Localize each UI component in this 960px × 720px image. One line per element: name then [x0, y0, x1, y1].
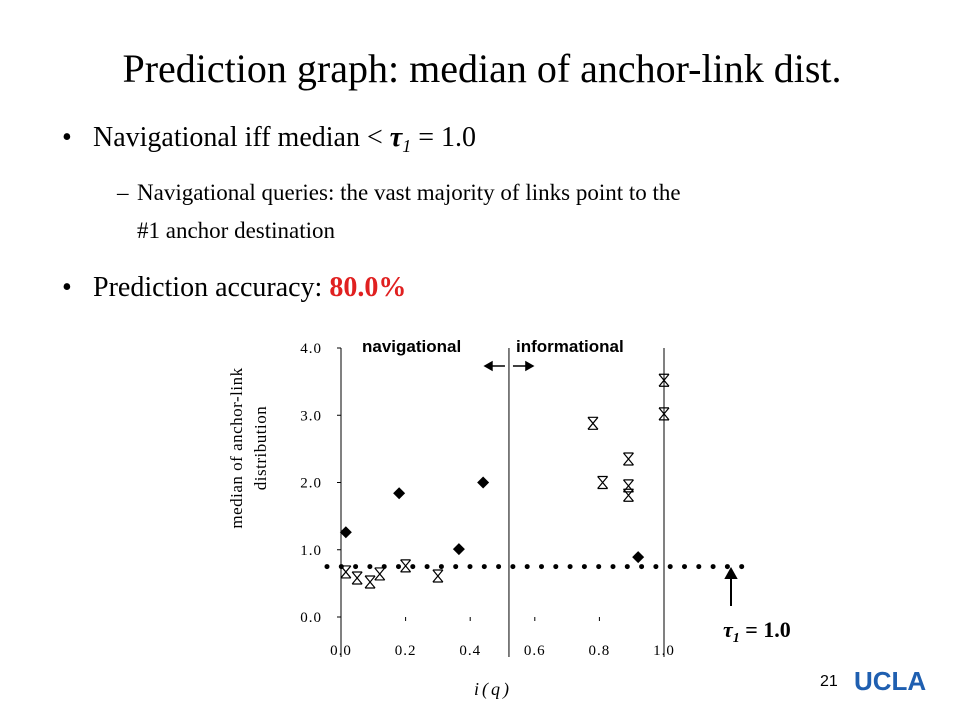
bullet-text-part: Prediction accuracy: — [93, 272, 329, 303]
x-tick-label: 0.6 — [524, 643, 546, 659]
y-axis-label: median of anchor-link distribution — [227, 367, 270, 528]
y-tick-label: 0.0 — [300, 610, 322, 626]
diamond-point — [632, 551, 645, 564]
x-point — [597, 475, 609, 490]
y-tick-label: 3.0 — [300, 408, 322, 424]
y-axis-label-line: distribution — [251, 406, 270, 490]
x-point — [432, 569, 444, 583]
logo: UCLA — [854, 666, 926, 696]
y-tick-label: 1.0 — [300, 543, 322, 559]
bullet-dot: • — [62, 272, 72, 303]
bullet-text-part: Navigational iff median < — [93, 122, 390, 153]
threshold-label: τ1 = 1.0 — [723, 617, 791, 646]
x-point — [658, 373, 670, 387]
bullet-dot: • — [62, 122, 72, 153]
sub-bullet-text: Navigational queries: the vast majority … — [137, 180, 681, 205]
y-tick-label: 4.0 — [300, 341, 322, 357]
diamond-point — [339, 526, 352, 539]
x-point — [623, 452, 634, 466]
x-axis-label-arg: (q) — [482, 679, 512, 700]
x-tick-label: 1.0 — [653, 643, 675, 659]
tau-symbol: τ — [390, 122, 404, 153]
sub-bullet-text: #1 anchor destination — [137, 218, 336, 243]
tau-subscript: 1 — [402, 136, 411, 156]
x-point — [587, 416, 599, 430]
x-point — [623, 479, 634, 493]
diamond-point — [393, 487, 406, 500]
region-label: informational — [516, 337, 624, 356]
threshold-label-tail: = 1.0 — [740, 617, 791, 642]
x-axis-label-var: i — [474, 679, 482, 699]
y-axis-label-line: median of anchor-link — [227, 367, 246, 528]
accuracy-value: 80.0% — [329, 272, 406, 303]
threshold-arrow — [724, 566, 738, 606]
diamond-point — [452, 543, 465, 556]
x-tick-label: 0.2 — [395, 643, 417, 659]
x-point — [658, 407, 670, 421]
bullet-text: Prediction accuracy: 80.0% — [93, 272, 406, 303]
x-point — [364, 575, 376, 589]
x-point — [374, 567, 386, 581]
diamond-point — [477, 476, 490, 489]
x-tick-label: 0.4 — [459, 643, 481, 659]
x-tick-label: 0.8 — [589, 643, 611, 659]
x-point — [351, 571, 363, 585]
x-point — [623, 488, 634, 502]
page-number: 21 — [820, 673, 838, 690]
tau-symbol: τ — [723, 617, 734, 642]
x-tick-label: 0.0 — [330, 643, 352, 659]
x-point — [400, 559, 412, 573]
slide-title: Prediction graph: median of anchor-link … — [122, 46, 841, 91]
sub-bullet-dash: – — [116, 180, 129, 205]
region-label: navigational — [362, 337, 461, 356]
y-tick-label: 2.0 — [300, 476, 322, 492]
bullet-text-part: = 1.0 — [411, 122, 476, 153]
x-axis-label: i(q) — [474, 679, 512, 700]
tau-subscript: 1 — [733, 631, 740, 646]
chart: 0.0 1.0 2.0 3.0 4.0 0.0 0.2 0.4 0.6 0.8 1.0 median … — [227, 337, 791, 700]
bullet-text: Navigational iff median < τ1 = 1.0 — [93, 122, 476, 156]
arrow-right — [512, 360, 535, 372]
arrow-left — [483, 360, 505, 372]
x-point — [340, 565, 352, 579]
